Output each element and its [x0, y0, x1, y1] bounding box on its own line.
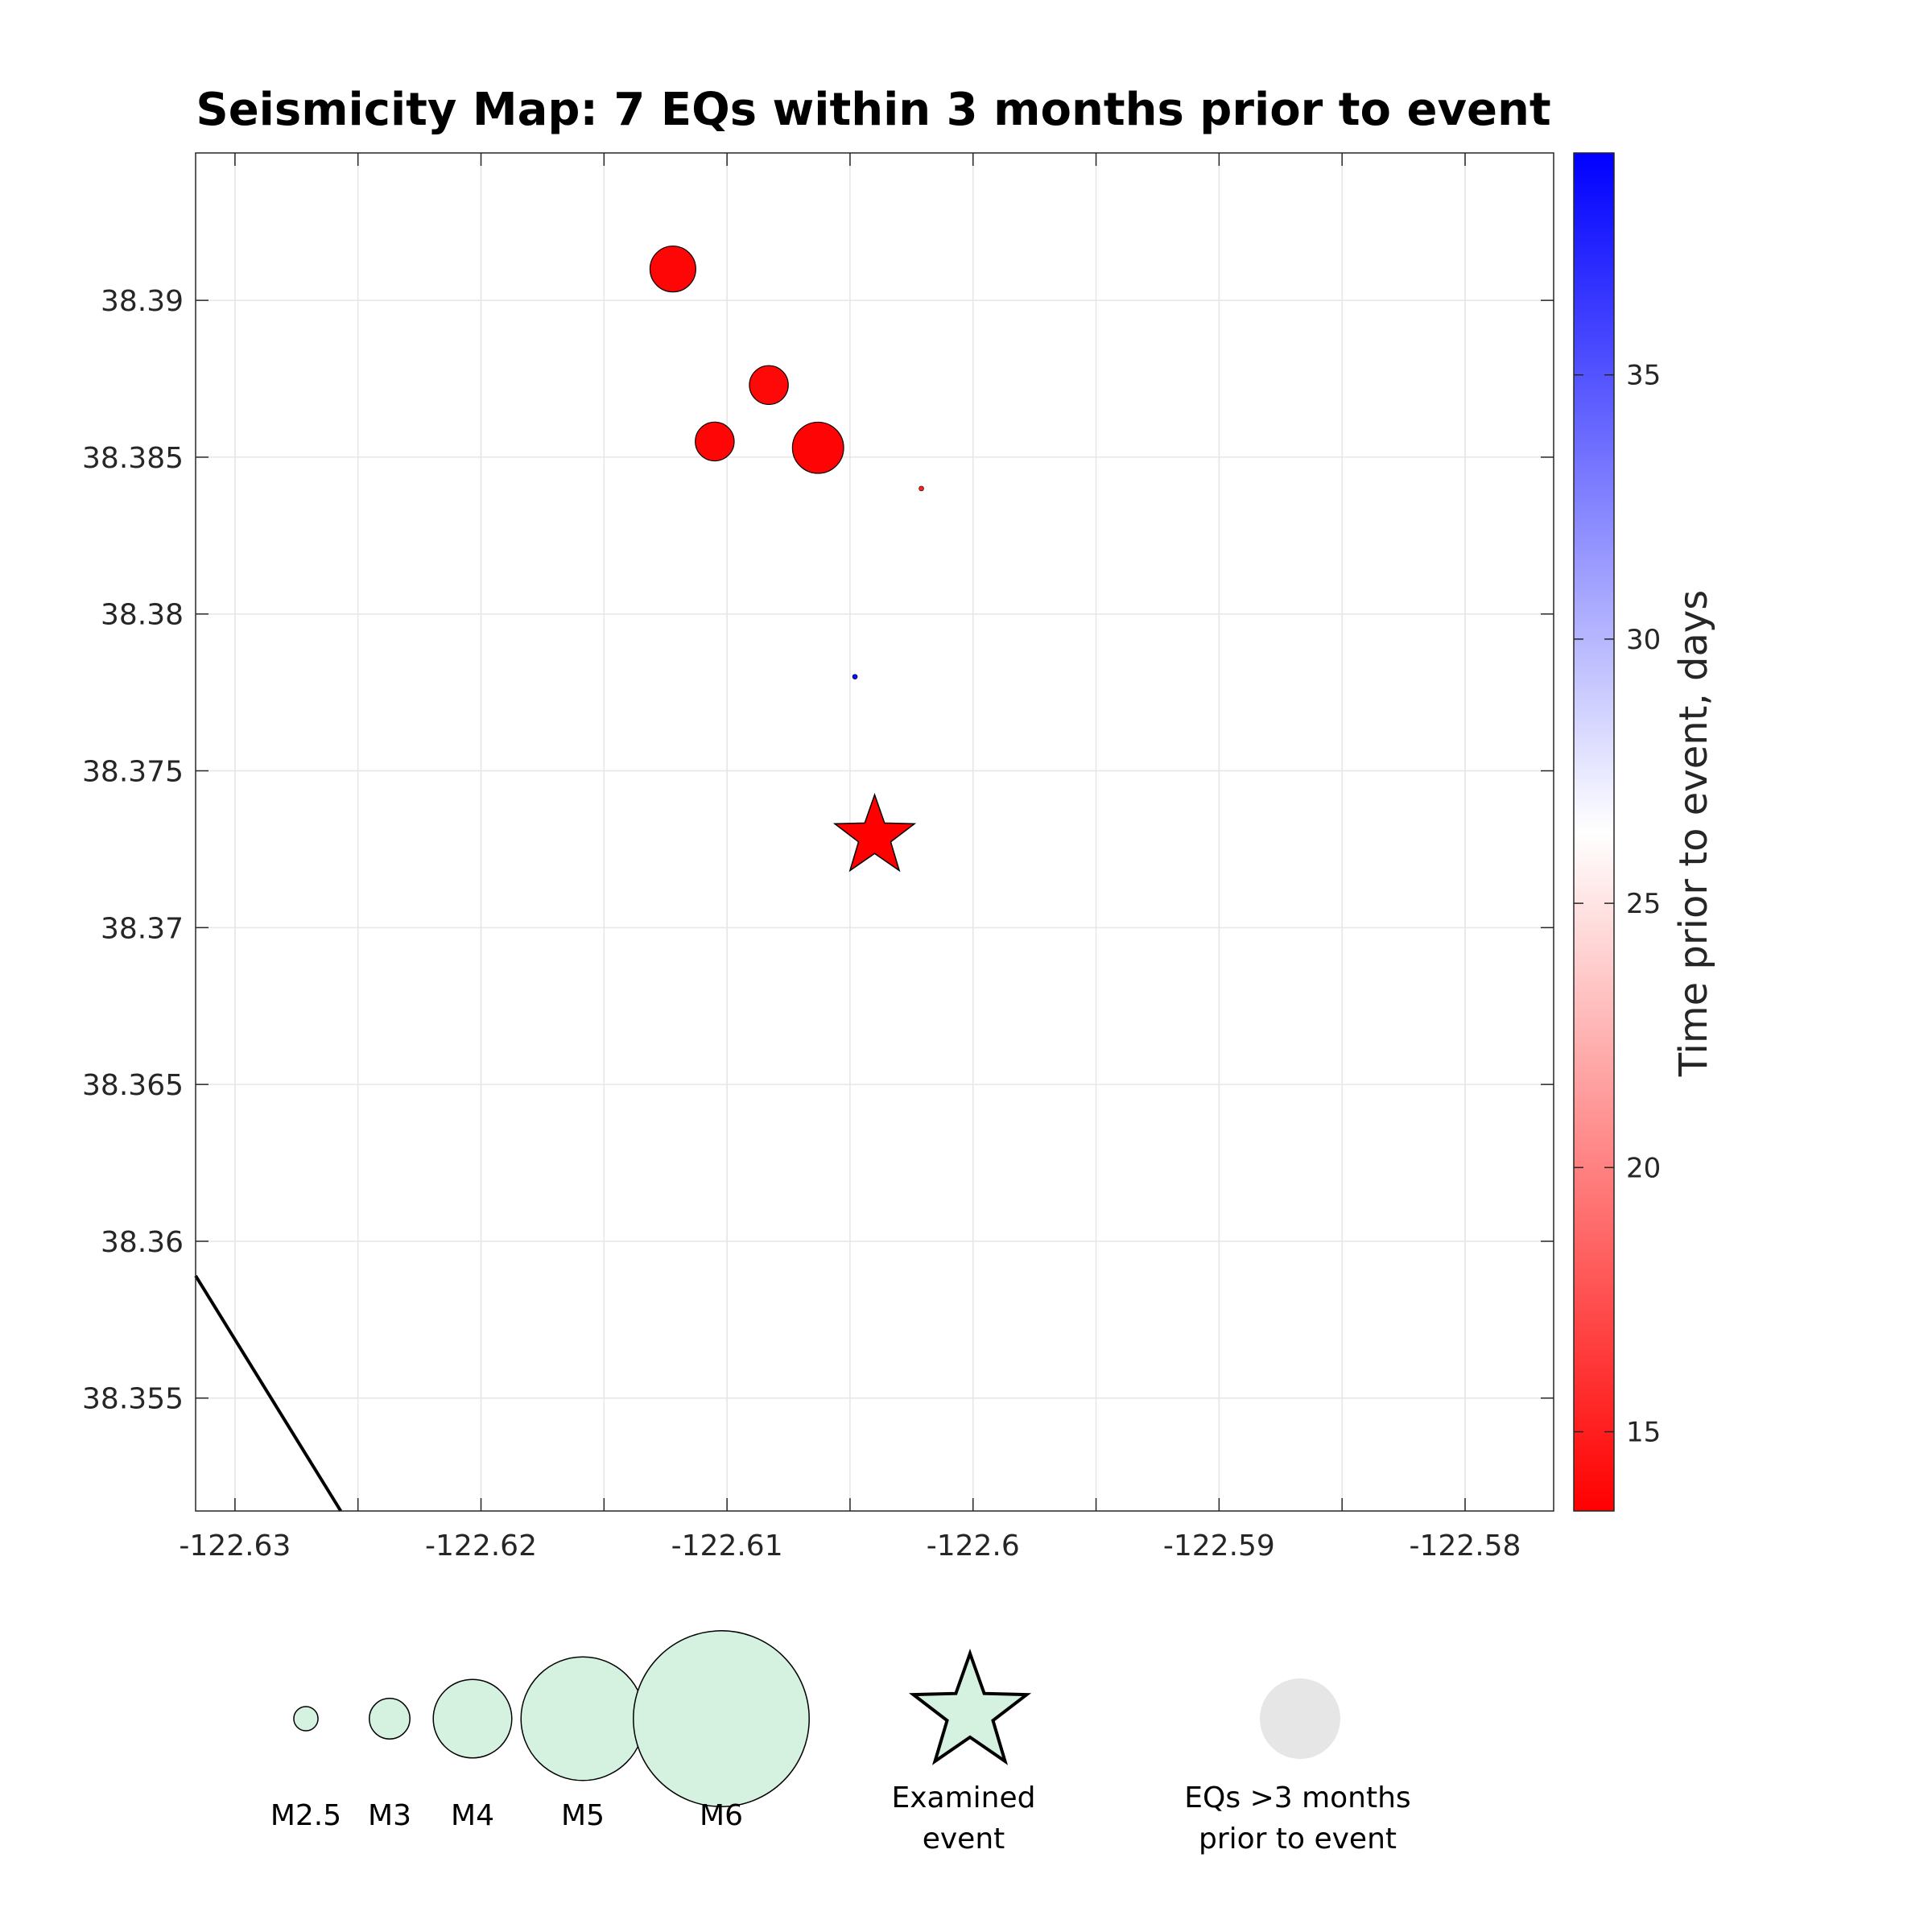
x-tick-label: -122.59	[1163, 1530, 1275, 1563]
earthquake-marker	[695, 421, 735, 462]
fault-lines	[194, 1274, 343, 1513]
earthquake-markers	[649, 246, 924, 679]
colorbar-tick-label: 15	[1626, 1417, 1661, 1449]
fault-trace	[194, 1274, 343, 1513]
y-tick-label: 38.365	[82, 1069, 184, 1102]
legend-magnitude-circle	[369, 1698, 411, 1740]
chart-title: Seismicity Map: 7 EQs within 3 months pr…	[196, 84, 1550, 136]
legend-examined-label: Examined	[892, 1781, 1036, 1814]
earthquake-marker	[919, 485, 924, 492]
earthquake-marker	[791, 421, 844, 474]
legend-magnitude-label: M6	[700, 1799, 743, 1832]
colorbar	[1573, 152, 1615, 1512]
examined-event-star	[832, 793, 917, 873]
colorbar-tick-label: 30	[1626, 624, 1661, 656]
y-tick-label: 38.375	[82, 756, 184, 789]
x-tick-label: -122.58	[1409, 1530, 1521, 1563]
x-tick-label: -122.63	[179, 1530, 291, 1563]
y-tick-label: 38.37	[101, 912, 184, 945]
legend-magnitude-circle	[520, 1656, 646, 1781]
legend-magnitude-label: M4	[451, 1799, 494, 1832]
legend-magnitude-circle	[633, 1630, 810, 1807]
legend-magnitude-label: M5	[561, 1799, 605, 1832]
earthquake-marker	[852, 674, 858, 679]
y-tick-label: 38.36	[101, 1226, 184, 1259]
legend: M2.5 M3 M4 M5 M6 Examined event EQs >3 months pr…	[270, 1630, 1411, 1856]
colorbar-tick-label: 35	[1626, 360, 1661, 392]
y-tick-label: 38.38	[101, 599, 184, 632]
colorbar-label: Time prior to event, days	[1671, 590, 1716, 1078]
x-tick-label: -122.6	[927, 1530, 1020, 1563]
legend-older-eq-label: prior to event	[1199, 1823, 1397, 1856]
legend-older-eq-label: EQs >3 months	[1184, 1781, 1410, 1814]
y-tick-label: 38.355	[82, 1383, 184, 1416]
colorbar-tick-label: 25	[1626, 888, 1661, 920]
legend-magnitude-circle	[293, 1706, 319, 1732]
colorbar-ticks: 15 20 25 30 35	[1574, 360, 1661, 1449]
y-tick-label: 38.39	[101, 285, 184, 318]
x-axis-ticks: -122.63 -122.62 -122.61 -122.6 -122.59 -122.5…	[179, 153, 1521, 1563]
plot-area-frame	[195, 152, 1554, 1512]
y-axis-ticks: 38.355 38.36 38.365 38.37 38.375 38.38 38.385 3…	[82, 285, 1554, 1416]
legend-magnitude-circle	[432, 1678, 513, 1759]
x-tick-label: -122.61	[671, 1530, 783, 1563]
earthquake-marker	[649, 246, 696, 293]
colorbar-tick-label: 20	[1626, 1152, 1661, 1184]
y-tick-label: 38.385	[82, 442, 184, 475]
legend-magnitude-label: M2.5	[270, 1799, 341, 1832]
x-tick-label: -122.62	[425, 1530, 537, 1563]
legend-older-eq-circle	[1260, 1678, 1340, 1759]
legend-examined-star	[908, 1649, 1032, 1765]
earthquake-marker	[749, 365, 789, 406]
grid-lines	[196, 153, 1554, 1511]
legend-magnitude-label: M3	[368, 1799, 411, 1832]
legend-examined-label: event	[923, 1823, 1005, 1856]
examined-event-layer	[832, 793, 917, 873]
